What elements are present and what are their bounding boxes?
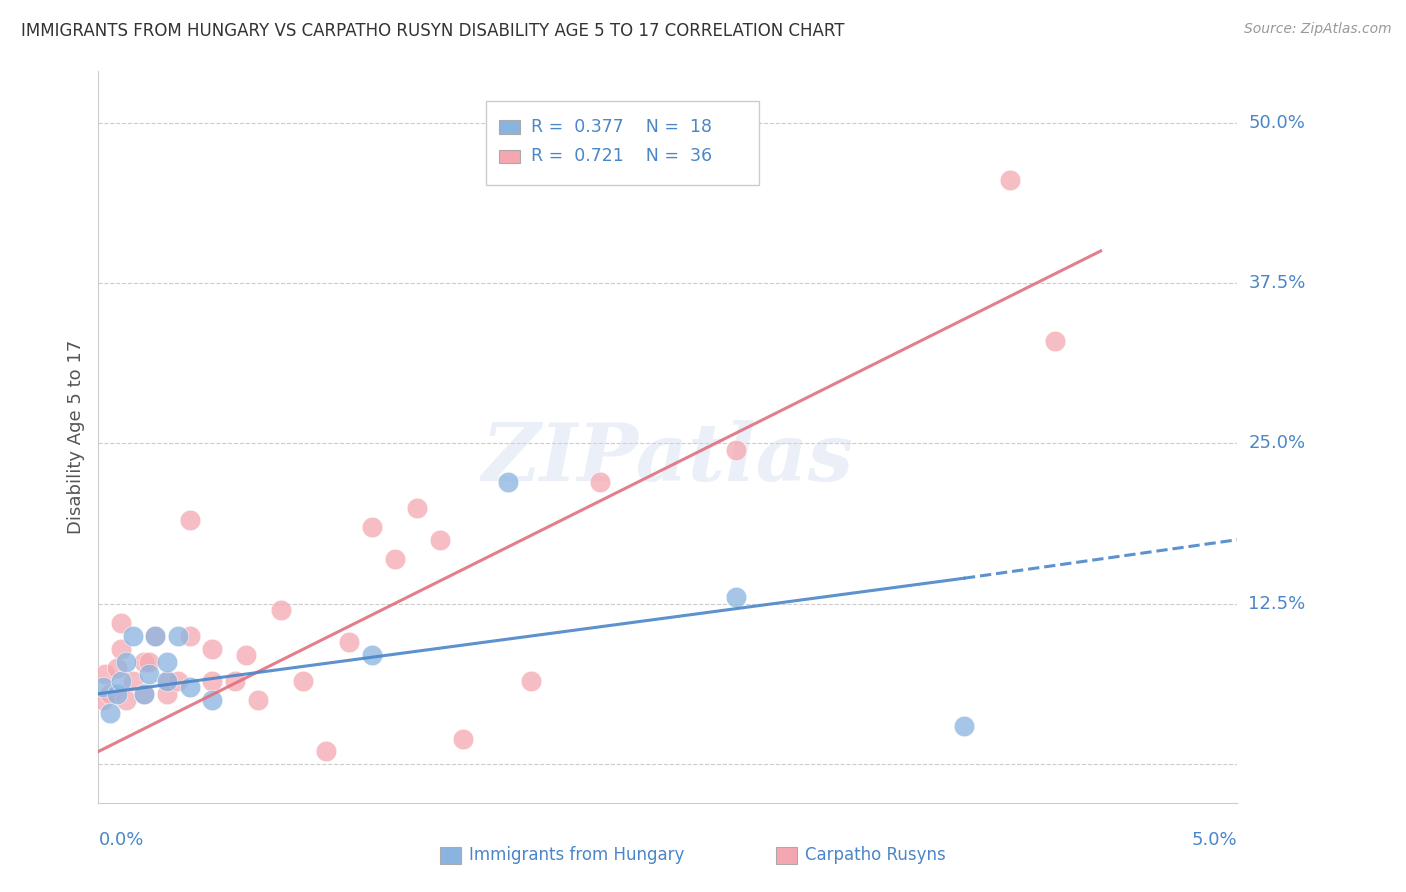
Text: ZIPatlas: ZIPatlas bbox=[482, 420, 853, 498]
Point bbox=[270, 603, 292, 617]
Point bbox=[201, 641, 224, 656]
Point bbox=[337, 635, 360, 649]
Text: 12.5%: 12.5% bbox=[1249, 595, 1306, 613]
Point bbox=[121, 629, 143, 643]
Y-axis label: Disability Age 5 to 17: Disability Age 5 to 17 bbox=[66, 340, 84, 534]
Point bbox=[156, 673, 179, 688]
Text: IMMIGRANTS FROM HUNGARY VS CARPATHO RUSYN DISABILITY AGE 5 TO 17 CORRELATION CHA: IMMIGRANTS FROM HUNGARY VS CARPATHO RUSY… bbox=[21, 22, 845, 40]
Point bbox=[91, 693, 114, 707]
FancyBboxPatch shape bbox=[499, 120, 520, 134]
Point bbox=[105, 661, 128, 675]
Point bbox=[167, 673, 190, 688]
Text: 0.0%: 0.0% bbox=[98, 830, 143, 848]
Point bbox=[201, 673, 224, 688]
Point bbox=[114, 693, 136, 707]
Point bbox=[110, 641, 132, 656]
Point bbox=[145, 629, 167, 643]
Point bbox=[429, 533, 451, 547]
Text: 5.0%: 5.0% bbox=[1192, 830, 1237, 848]
Point bbox=[588, 475, 610, 489]
Point bbox=[953, 719, 976, 733]
Point bbox=[360, 520, 382, 534]
Point bbox=[315, 744, 337, 758]
Point bbox=[246, 693, 269, 707]
Point bbox=[360, 648, 382, 663]
Text: R =  0.377    N =  18: R = 0.377 N = 18 bbox=[531, 118, 713, 136]
Point bbox=[110, 673, 132, 688]
Text: 50.0%: 50.0% bbox=[1249, 113, 1305, 132]
Point bbox=[725, 591, 748, 605]
Point bbox=[132, 687, 155, 701]
Text: 25.0%: 25.0% bbox=[1249, 434, 1306, 452]
Point bbox=[98, 706, 121, 720]
Point bbox=[498, 475, 520, 489]
Point bbox=[384, 552, 406, 566]
Point bbox=[406, 500, 429, 515]
Point bbox=[94, 667, 117, 681]
Text: Source: ZipAtlas.com: Source: ZipAtlas.com bbox=[1244, 22, 1392, 37]
Point bbox=[179, 681, 201, 695]
Point bbox=[167, 629, 190, 643]
Point bbox=[138, 667, 160, 681]
Point bbox=[235, 648, 257, 663]
Point bbox=[114, 655, 136, 669]
Point bbox=[91, 681, 114, 695]
FancyBboxPatch shape bbox=[440, 847, 461, 863]
Text: Immigrants from Hungary: Immigrants from Hungary bbox=[468, 847, 683, 864]
Point bbox=[998, 173, 1021, 187]
Point bbox=[121, 673, 143, 688]
Point bbox=[292, 673, 315, 688]
Point bbox=[156, 673, 179, 688]
Point bbox=[451, 731, 474, 746]
Text: 37.5%: 37.5% bbox=[1249, 274, 1306, 292]
Text: R =  0.721    N =  36: R = 0.721 N = 36 bbox=[531, 147, 713, 165]
Point bbox=[156, 655, 179, 669]
Point bbox=[145, 629, 167, 643]
Point bbox=[98, 687, 121, 701]
Point bbox=[156, 687, 179, 701]
Text: Carpatho Rusyns: Carpatho Rusyns bbox=[804, 847, 945, 864]
Point bbox=[520, 673, 543, 688]
Point bbox=[132, 655, 155, 669]
Point bbox=[105, 687, 128, 701]
Point bbox=[138, 655, 160, 669]
Point bbox=[179, 514, 201, 528]
Point bbox=[725, 442, 748, 457]
Point bbox=[1043, 334, 1066, 348]
FancyBboxPatch shape bbox=[776, 847, 797, 863]
Point bbox=[201, 693, 224, 707]
Point bbox=[179, 629, 201, 643]
Point bbox=[132, 687, 155, 701]
Point bbox=[110, 616, 132, 631]
FancyBboxPatch shape bbox=[485, 101, 759, 185]
FancyBboxPatch shape bbox=[499, 150, 520, 163]
Point bbox=[224, 673, 246, 688]
